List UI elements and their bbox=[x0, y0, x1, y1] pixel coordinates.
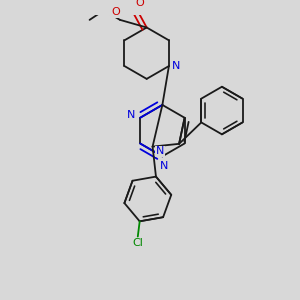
Text: N: N bbox=[156, 146, 164, 156]
Text: N: N bbox=[172, 61, 181, 71]
Text: O: O bbox=[136, 0, 144, 8]
Text: O: O bbox=[111, 7, 120, 17]
Text: N: N bbox=[160, 161, 169, 171]
Text: Cl: Cl bbox=[132, 238, 143, 248]
Text: N: N bbox=[126, 110, 135, 120]
